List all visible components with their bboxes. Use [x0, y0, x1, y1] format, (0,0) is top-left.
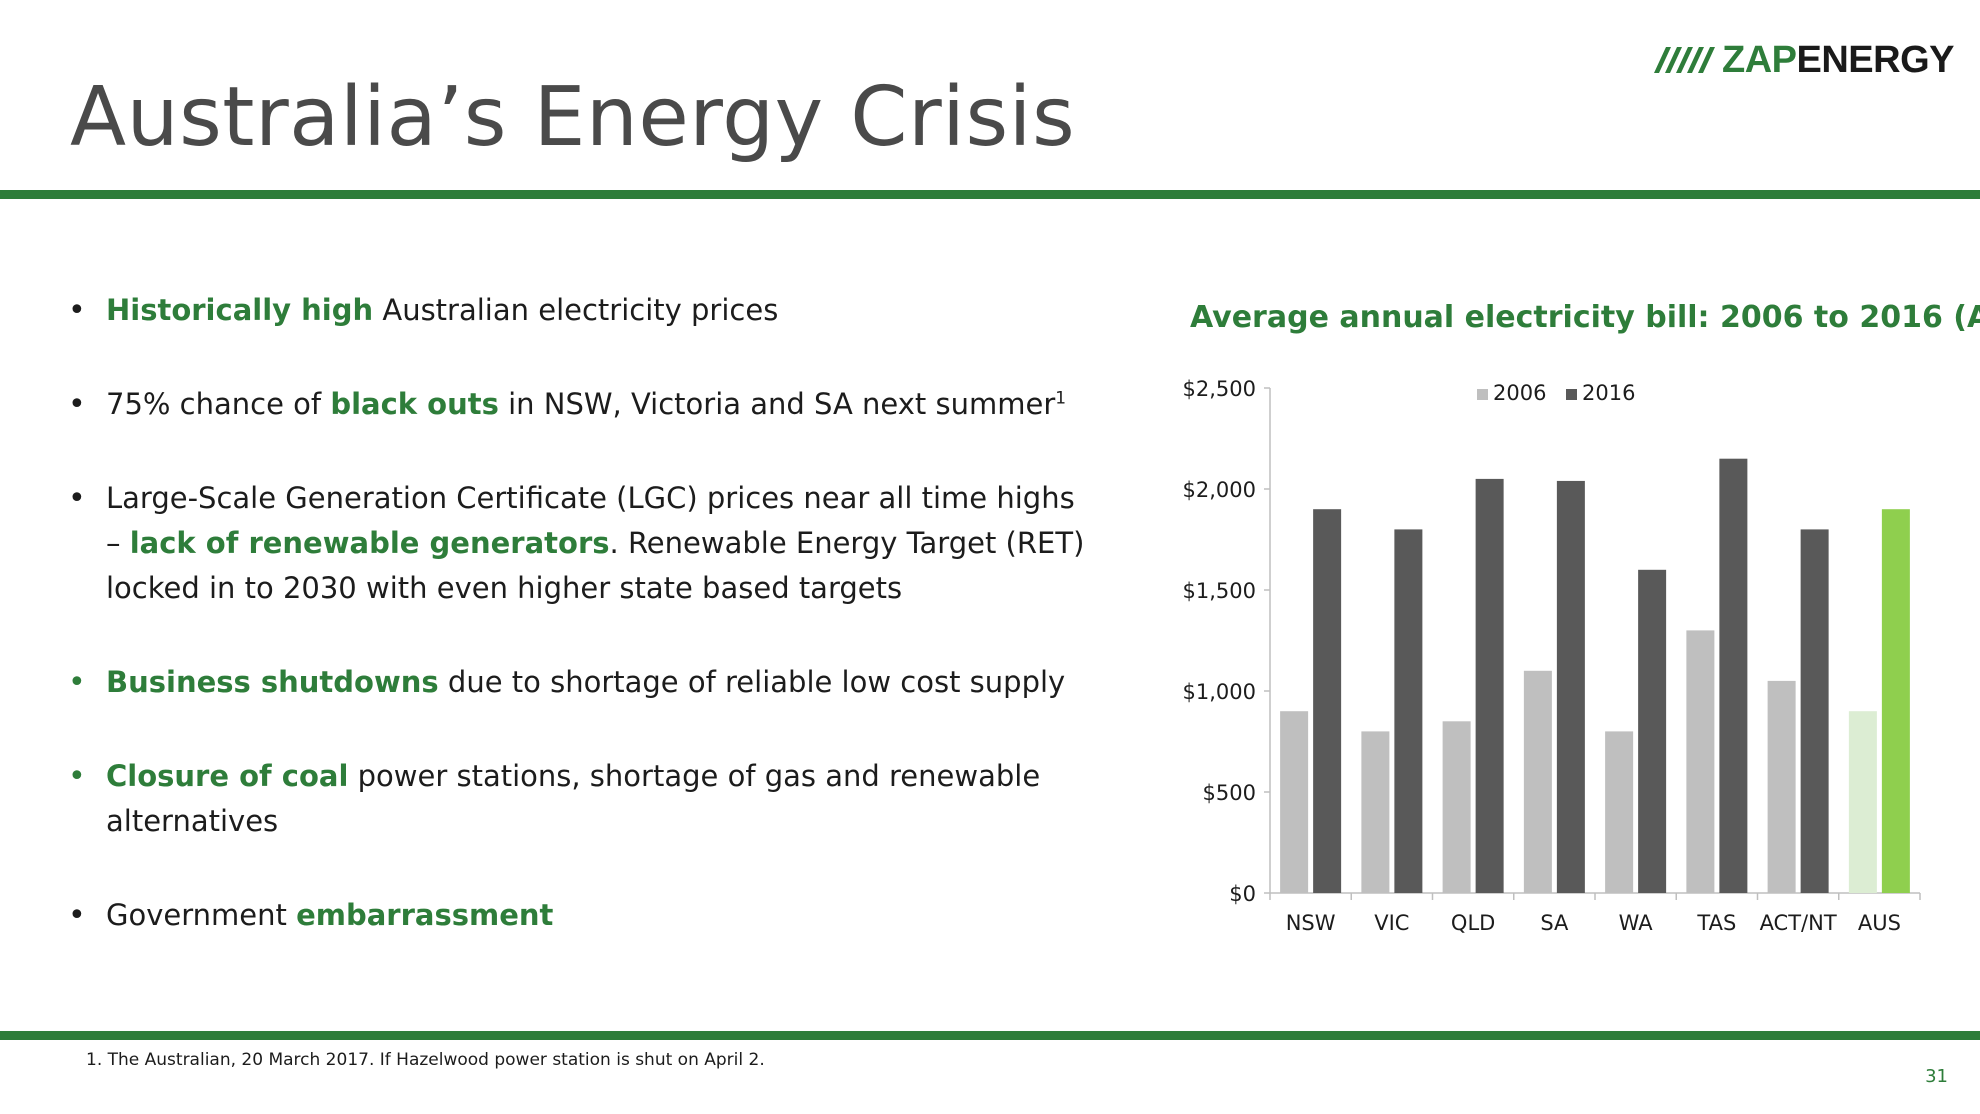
- legend-swatch-2016: [1566, 389, 1577, 400]
- legend-label-2016: 2016: [1582, 381, 1635, 405]
- bullet-text: Australian electricity prices: [373, 293, 779, 327]
- highlight-text: Closure of coal: [106, 759, 349, 793]
- bar-2016-wa: [1638, 569, 1667, 893]
- bar-2016-nsw: [1313, 509, 1342, 893]
- bullet-item: • Large-Scale Generation Certificate (LGC…: [68, 476, 1098, 611]
- highlight-text: black outs: [330, 387, 499, 421]
- bar-2016-qld: [1475, 478, 1504, 893]
- highlight-text: Business shutdowns: [106, 665, 439, 699]
- y-tick-label: $2,000: [1183, 478, 1256, 502]
- bullet-text: power stations, shortage of gas and rene…: [106, 759, 1041, 838]
- bullet-dot-icon: •: [68, 293, 86, 328]
- bullet-item: • Closure of coal power stations, shortag…: [68, 754, 1098, 844]
- bar-2006-act-nt: [1767, 680, 1796, 893]
- bullet-item: • Historically high Australian electricit…: [68, 288, 1098, 333]
- bar-2016-tas: [1719, 458, 1748, 893]
- bar-2016-act-nt: [1800, 529, 1829, 893]
- y-tick-label: $1,000: [1183, 680, 1256, 704]
- y-tick-label: $0: [1229, 882, 1256, 906]
- footer-divider: [0, 1031, 1980, 1040]
- x-tick-label: VIC: [1374, 911, 1409, 935]
- y-tick-label: $2,500: [1183, 377, 1256, 401]
- bullet-text: due to shortage of reliable low cost sup…: [438, 665, 1066, 699]
- logo-stripes-icon: [1654, 47, 1716, 73]
- x-tick-label: TAS: [1696, 911, 1736, 935]
- bullet-item: • Business shutdowns due to shortage of r…: [68, 660, 1098, 705]
- header-divider: [0, 190, 1980, 199]
- footnote-ref: 1: [1055, 388, 1067, 409]
- page-number: 31: [1925, 1066, 1948, 1087]
- bar-2006-tas: [1686, 630, 1715, 893]
- bullet-text: 75% chance of: [106, 387, 331, 421]
- bar-2006-sa: [1523, 670, 1552, 893]
- x-tick-label: AUS: [1858, 911, 1901, 935]
- bar-2006-nsw: [1280, 711, 1309, 893]
- bar-2016-vic: [1394, 529, 1423, 893]
- bullet-dot-icon: •: [68, 387, 86, 422]
- bullet-dot-icon: •: [68, 481, 86, 516]
- slide-title: Australia’s Energy Crisis: [70, 70, 1076, 165]
- x-tick-label: NSW: [1286, 911, 1336, 935]
- bullet-dot-icon: •: [68, 665, 86, 700]
- legend-swatch-2006: [1477, 389, 1488, 400]
- bullet-dot-icon: •: [68, 759, 86, 794]
- bar-2016-sa: [1556, 480, 1585, 893]
- bullet-text: Large-Scale Generation Certificate (LGC)…: [106, 481, 1075, 560]
- footnote: 1. The Australian, 20 March 2017. If Haz…: [86, 1050, 765, 1070]
- bullet-list: • Historically high Australian electricit…: [68, 288, 1098, 987]
- bullet-item: • 75% chance of black outs in NSW, Victor…: [68, 382, 1098, 427]
- y-tick-label: $500: [1203, 781, 1256, 805]
- zapenergy-logo: ZAP ENERGY: [1654, 38, 1955, 82]
- bar-2006-wa: [1605, 731, 1634, 893]
- bullet-text: Government: [106, 898, 297, 932]
- bar-2006-qld: [1442, 721, 1471, 893]
- bar-2016-aus: [1881, 509, 1910, 893]
- highlight-text: embarrassment: [296, 898, 554, 932]
- bar-2006-vic: [1361, 731, 1390, 893]
- bar-2006-aus: [1848, 711, 1877, 893]
- bullet-dot-icon: •: [68, 898, 86, 933]
- x-tick-label: SA: [1540, 911, 1569, 935]
- y-tick-label: $1,500: [1183, 579, 1256, 603]
- chart-title: Average annual electricity bill: 2006 to…: [1190, 300, 1980, 335]
- highlight-text: lack of renewable generators: [129, 526, 610, 560]
- x-tick-label: WA: [1619, 911, 1654, 935]
- bullet-text: . Renewable Energy Target (RET) locked i…: [106, 526, 1085, 605]
- legend-label-2006: 2006: [1493, 381, 1546, 405]
- highlight-text: Historically high: [106, 293, 374, 327]
- bullet-text: in NSW, Victoria and SA next summer: [498, 387, 1056, 421]
- logo-zap-text: ZAP: [1722, 38, 1797, 81]
- electricity-bill-chart: $0 $500 $1,000 $1,500 $2,000 $2,500 NSW VIC QLD S…: [1183, 377, 1921, 935]
- bullet-item: • Government embarrassment: [68, 893, 1098, 938]
- x-tick-label: QLD: [1451, 911, 1495, 935]
- x-tick-label: ACT/NT: [1760, 911, 1837, 935]
- logo-energy-text: ENERGY: [1796, 38, 1955, 81]
